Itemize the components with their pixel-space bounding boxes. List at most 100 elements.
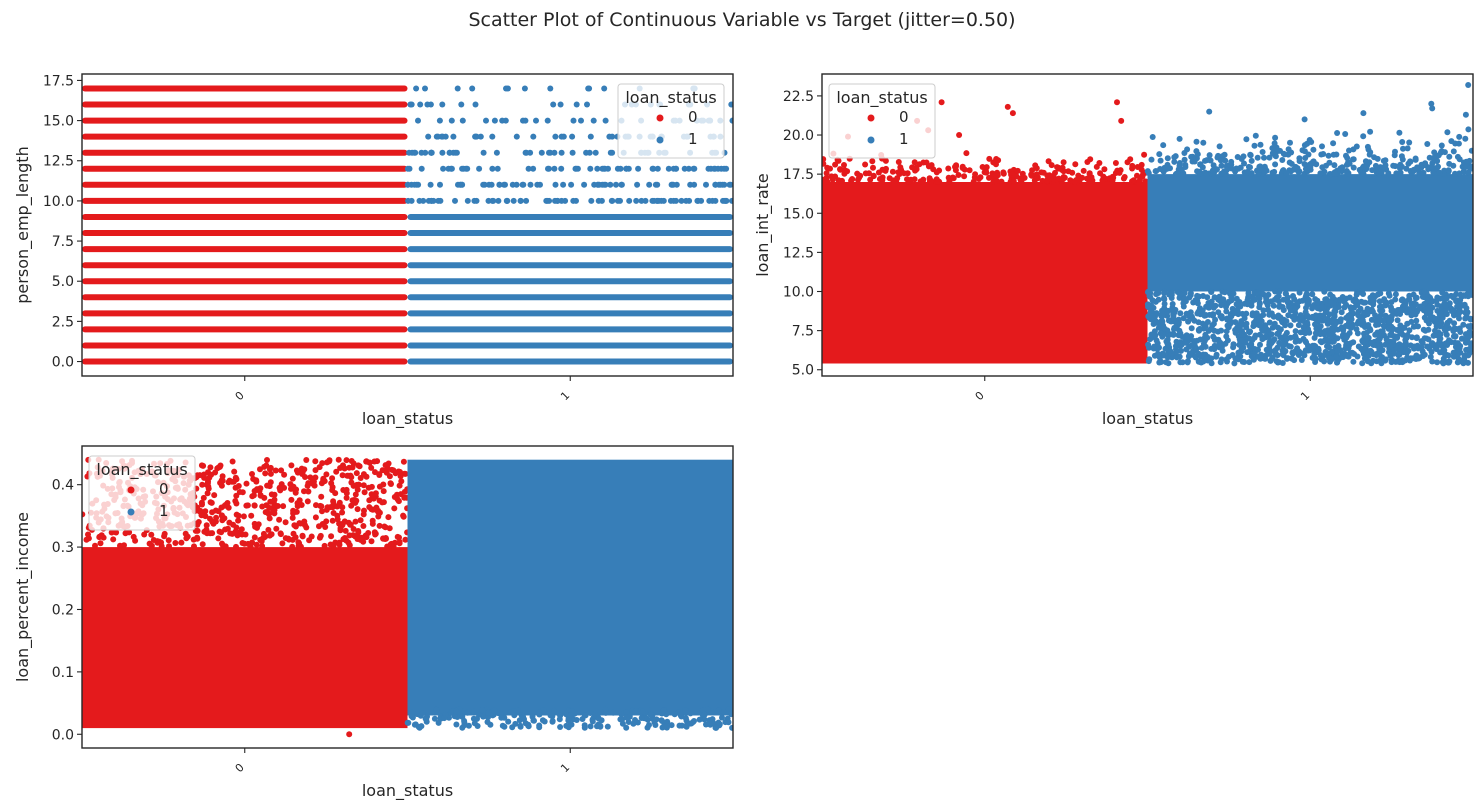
data-point (1287, 307, 1294, 314)
data-point (1435, 152, 1442, 159)
data-point (277, 530, 284, 537)
data-point (1416, 305, 1423, 312)
data-point (1294, 300, 1301, 307)
data-point (1292, 305, 1299, 312)
data-point (1428, 100, 1435, 107)
data-point (1423, 335, 1430, 342)
data-point (1171, 324, 1178, 331)
data-point (479, 707, 486, 714)
data-point (613, 181, 619, 188)
data-point (547, 712, 554, 719)
data-point (199, 541, 206, 548)
data-point (829, 176, 836, 183)
data-point (654, 165, 661, 172)
data-point (1424, 141, 1431, 147)
data-point (935, 178, 942, 185)
data-point (1246, 342, 1253, 349)
data-point (453, 721, 460, 728)
data-point (556, 716, 563, 723)
data-point (1223, 166, 1230, 173)
data-point (388, 481, 394, 487)
data-point (569, 133, 576, 140)
data-point (1407, 158, 1414, 165)
data-point (1339, 294, 1346, 300)
data-point (352, 518, 359, 525)
data-point (264, 457, 270, 463)
dense-row (407, 278, 733, 285)
data-point (1193, 345, 1200, 352)
data-point (278, 467, 285, 474)
dense-row (407, 310, 733, 317)
data-point (1450, 148, 1457, 155)
data-point (1309, 314, 1316, 321)
data-point (592, 149, 599, 156)
data-point (251, 488, 258, 494)
data-point (839, 177, 845, 184)
y-tick-label: 12.5 (43, 154, 74, 170)
data-point (1469, 346, 1473, 353)
data-point (320, 477, 327, 484)
data-point (204, 490, 211, 497)
data-point (696, 716, 703, 723)
data-point (558, 149, 565, 156)
data-point (1099, 177, 1106, 184)
data-point (1151, 343, 1158, 350)
data-point (1235, 356, 1242, 363)
data-point (1301, 116, 1308, 123)
data-point (1182, 164, 1189, 170)
data-point (1174, 289, 1181, 295)
data-point (1165, 360, 1172, 367)
data-point (1009, 171, 1016, 178)
data-point (1431, 149, 1438, 156)
data-point (299, 533, 306, 540)
data-point (1378, 169, 1385, 176)
data-point (581, 181, 588, 188)
data-point (1382, 312, 1389, 319)
data-point (1449, 308, 1455, 315)
dense-row (407, 262, 733, 269)
data-point (1397, 169, 1404, 176)
data-point (1217, 359, 1224, 366)
data-point (1230, 344, 1237, 351)
data-point (1326, 159, 1333, 166)
data-point (1306, 347, 1313, 354)
dense-row (82, 197, 408, 204)
series-0-points (82, 85, 408, 365)
data-point (348, 458, 355, 464)
data-point (1367, 128, 1374, 135)
data-point (1414, 354, 1421, 361)
data-point (257, 536, 264, 543)
data-point (435, 197, 442, 204)
data-point (681, 165, 688, 172)
data-point (1389, 341, 1396, 348)
data-point (1296, 289, 1303, 296)
data-point (1394, 317, 1401, 324)
data-point (406, 165, 413, 172)
data-point (1330, 151, 1337, 158)
data-point (1430, 169, 1437, 176)
data-point (264, 482, 271, 489)
data-point (339, 472, 346, 479)
data-point (832, 161, 839, 168)
data-point (972, 171, 979, 178)
data-point (450, 133, 457, 140)
data-point (218, 482, 225, 489)
data-point (231, 468, 238, 475)
data-point (85, 531, 91, 538)
data-point (703, 181, 709, 188)
data-point (1257, 322, 1264, 329)
data-point (1196, 170, 1203, 177)
legend-marker-1 (656, 136, 664, 144)
data-point (274, 503, 281, 509)
legend-label-0: 0 (899, 108, 909, 126)
data-point (1405, 306, 1412, 313)
data-point (202, 508, 209, 515)
data-point (1287, 343, 1294, 350)
data-point (1184, 358, 1191, 365)
data-point (911, 159, 918, 166)
data-point (1443, 341, 1450, 348)
data-point (1055, 175, 1062, 182)
data-point (587, 133, 594, 140)
data-point (1466, 290, 1473, 297)
